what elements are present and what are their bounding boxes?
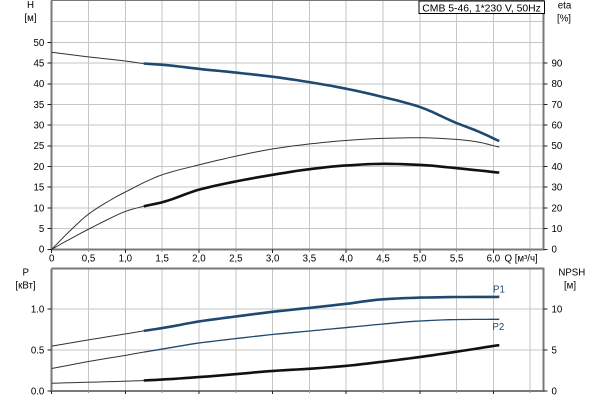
svg-text:30: 30 [552,183,563,194]
svg-text:4,0: 4,0 [339,254,353,265]
svg-text:[%]: [%] [557,13,571,24]
svg-text:3,0: 3,0 [266,254,280,265]
svg-text:4,5: 4,5 [376,254,389,265]
svg-text:10: 10 [552,224,563,235]
svg-text:80: 80 [552,79,563,90]
svg-text:NPSH: NPSH [558,267,585,278]
svg-text:30: 30 [34,121,45,132]
svg-text:5: 5 [39,224,44,235]
svg-text:10: 10 [552,305,563,316]
svg-text:0,5: 0,5 [82,254,95,265]
svg-text:1.0: 1.0 [31,305,45,316]
svg-text:CMB 5-46, 1*230 V, 50Hz: CMB 5-46, 1*230 V, 50Hz [422,3,541,14]
svg-text:0: 0 [49,254,55,265]
svg-text:20: 20 [34,162,45,173]
svg-text:2,5: 2,5 [229,254,242,265]
svg-text:25: 25 [34,141,45,152]
svg-text:P2: P2 [492,322,504,333]
svg-text:40: 40 [552,162,563,173]
svg-text:45: 45 [34,59,45,70]
svg-text:50: 50 [552,141,563,152]
svg-text:[кВт]: [кВт] [15,281,35,292]
svg-text:[м]: [м] [564,280,576,291]
svg-text:50: 50 [34,38,45,49]
svg-text:70: 70 [552,100,563,111]
svg-text:0.5: 0.5 [31,346,44,357]
svg-text:5: 5 [552,346,557,357]
svg-text:3,5: 3,5 [303,254,316,265]
svg-text:1,5: 1,5 [155,254,168,265]
svg-text:40: 40 [34,79,45,90]
svg-text:2,0: 2,0 [192,254,206,265]
svg-text:0.0: 0.0 [31,386,45,397]
svg-text:20: 20 [552,203,563,214]
svg-text:6,0: 6,0 [487,254,501,265]
svg-text:5,0: 5,0 [413,254,427,265]
svg-text:60: 60 [552,121,563,132]
svg-text:0: 0 [552,386,558,397]
svg-text:H: H [27,0,34,11]
svg-text:Q [м³/ч]: Q [м³/ч] [505,254,538,265]
svg-text:[м]: [м] [24,13,36,24]
svg-text:eta: eta [558,1,572,12]
svg-text:P1: P1 [493,284,505,295]
svg-text:1,0: 1,0 [119,254,133,265]
svg-text:0: 0 [552,245,558,256]
svg-text:35: 35 [34,100,45,111]
svg-text:15: 15 [34,183,45,194]
svg-text:10: 10 [34,203,45,214]
svg-text:P: P [22,267,28,278]
svg-text:5,5: 5,5 [450,254,463,265]
svg-text:90: 90 [552,59,563,70]
svg-text:0: 0 [39,245,45,256]
